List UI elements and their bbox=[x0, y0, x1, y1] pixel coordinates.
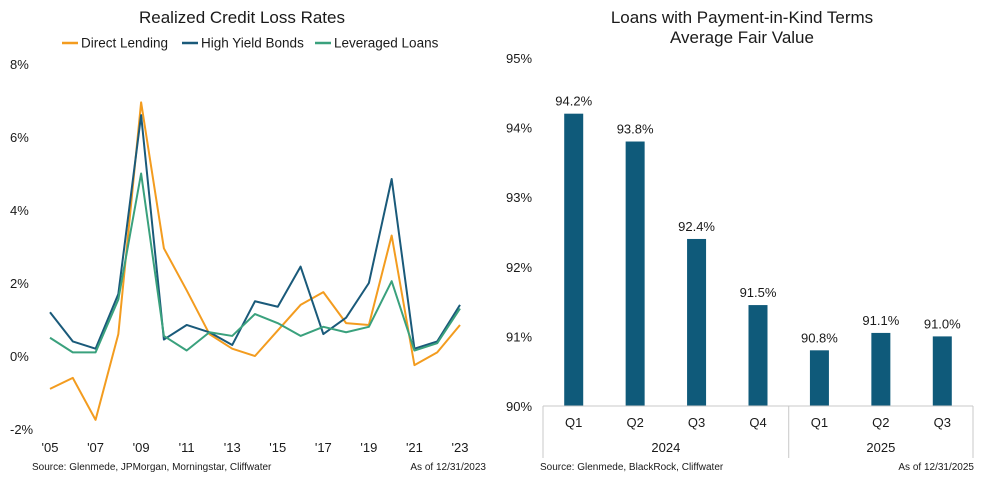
legend-label-high-yield-bonds: High Yield Bonds bbox=[201, 36, 304, 51]
bar-chart-as-of: As of 12/31/2025 bbox=[898, 462, 974, 473]
bar bbox=[871, 332, 891, 406]
legend-item-leveraged-loans: Leveraged Loans bbox=[315, 36, 439, 51]
category-label: Q1 bbox=[565, 415, 582, 430]
legend: Direct Lending High Yield Bonds Leverage… bbox=[62, 36, 439, 51]
y-tick-label: -2% bbox=[10, 422, 34, 437]
bar-chart-title-line1: Loans with Payment-in-Kind Terms bbox=[611, 8, 873, 27]
data-label: 94.2% bbox=[555, 94, 592, 109]
x-tick-label: '11 bbox=[179, 440, 195, 455]
bar-chart-plot-area: 94.2% 93.8% 92.4% 91.5% 90.8% 91.1% 91.0% bbox=[555, 94, 961, 407]
data-label: 92.4% bbox=[678, 219, 715, 234]
legend-item-high-yield-bonds: High Yield Bonds bbox=[182, 36, 304, 51]
bar-chart-source: Source: Glenmede, BlackRock, Cliffwater bbox=[540, 462, 724, 473]
category-label: Q4 bbox=[749, 415, 766, 430]
x-tick-label: '23 bbox=[452, 440, 469, 455]
line-chart-y-axis: 8% 6% 4% 2% 0% -2% bbox=[10, 57, 34, 437]
line-chart-plot-area bbox=[49, 101, 461, 421]
line-chart: Realized Credit Loss Rates Direct Lendin… bbox=[10, 8, 486, 473]
category-label: Q3 bbox=[688, 415, 705, 430]
category-label: Q3 bbox=[934, 415, 951, 430]
line-chart-source: Source: Glenmede, JPMorgan, Morningstar,… bbox=[32, 462, 272, 473]
bar-chart-x-axis: Q1 Q2 Q3 Q4 Q1 Q2 Q3 2024 2025 bbox=[542, 405, 974, 458]
legend-label-leveraged-loans: Leveraged Loans bbox=[334, 36, 439, 51]
category-label: Q1 bbox=[811, 415, 828, 430]
y-tick-label: 95% bbox=[506, 51, 532, 66]
bar-chart-title-line2: Average Fair Value bbox=[670, 28, 814, 47]
x-tick-label: '19 bbox=[360, 440, 377, 455]
y-tick-label: 6% bbox=[10, 130, 29, 145]
bar bbox=[625, 141, 645, 406]
x-tick-label: '15 bbox=[269, 440, 286, 455]
data-label: 91.0% bbox=[924, 316, 961, 331]
bar bbox=[932, 336, 952, 406]
y-tick-label: 91% bbox=[506, 329, 532, 344]
bar bbox=[809, 350, 829, 406]
category-label: Q2 bbox=[626, 415, 643, 430]
line-chart-x-axis: '05 '07 '09 '11 '13 '15 '17 '19 '21 '23 bbox=[42, 440, 469, 455]
data-label: 91.5% bbox=[740, 285, 777, 300]
y-tick-label: 94% bbox=[506, 121, 532, 136]
data-label: 93.8% bbox=[617, 122, 654, 137]
x-tick-label: '17 bbox=[315, 440, 332, 455]
y-tick-label: 92% bbox=[506, 260, 532, 275]
x-tick-label: '13 bbox=[224, 440, 241, 455]
bar-chart: Loans with Payment-in-Kind Terms Average… bbox=[506, 8, 974, 473]
series-line-direct-lending bbox=[49, 101, 461, 421]
y-tick-label: 93% bbox=[506, 190, 532, 205]
category-label: Q2 bbox=[872, 415, 889, 430]
series-line-leveraged-loans bbox=[49, 172, 461, 354]
data-label: 91.1% bbox=[862, 313, 899, 328]
line-chart-as-of: As of 12/31/2023 bbox=[410, 462, 486, 473]
x-tick-label: '21 bbox=[406, 440, 423, 455]
y-tick-label: 4% bbox=[10, 203, 29, 218]
y-tick-label: 8% bbox=[10, 57, 29, 72]
y-tick-label: 0% bbox=[10, 349, 29, 364]
group-label: 2024 bbox=[651, 440, 680, 455]
bar bbox=[687, 238, 707, 406]
bar-chart-y-axis: 95% 94% 93% 92% 91% 90% bbox=[506, 51, 532, 414]
data-label: 90.8% bbox=[801, 330, 838, 345]
bar bbox=[748, 305, 768, 406]
bar bbox=[564, 113, 584, 407]
y-tick-label: 2% bbox=[10, 276, 29, 291]
x-tick-label: '09 bbox=[133, 440, 150, 455]
legend-item-direct-lending: Direct Lending bbox=[62, 36, 168, 51]
y-tick-label: 90% bbox=[506, 399, 532, 414]
group-label: 2025 bbox=[866, 440, 895, 455]
line-chart-title: Realized Credit Loss Rates bbox=[139, 8, 345, 27]
x-tick-label: '07 bbox=[87, 440, 104, 455]
legend-label-direct-lending: Direct Lending bbox=[81, 36, 168, 51]
x-tick-label: '05 bbox=[42, 440, 59, 455]
